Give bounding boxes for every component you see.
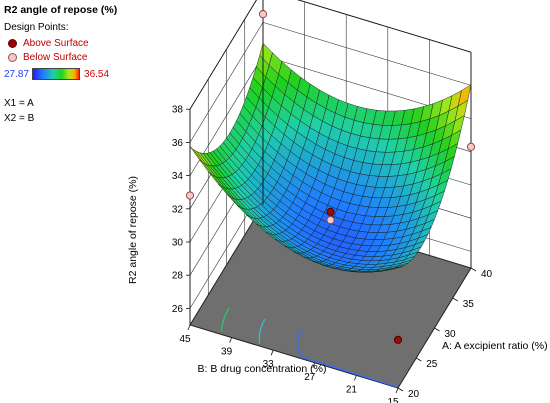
b-tick-mark — [187, 324, 191, 331]
floor-contour-line — [296, 329, 398, 388]
z-tick-label: 28 — [172, 271, 184, 282]
a-tick-label: 40 — [481, 269, 493, 280]
frame-edge — [189, 0, 257, 110]
a-tick-mark — [434, 327, 440, 332]
a-tick-mark — [397, 387, 404, 392]
back-grid-line — [262, 22, 472, 86]
axis-labels: R2 angle of repose (%) A: A excipient rat… — [127, 176, 548, 375]
design-point-above — [326, 207, 335, 216]
b-tick-label: 33 — [263, 359, 275, 370]
z-tick-label: 38 — [172, 105, 184, 116]
b-tick-label: 15 — [387, 397, 399, 403]
color-scale-min: 27.87 — [4, 68, 30, 80]
frame-edge — [297, 0, 472, 53]
response-surface — [189, 42, 472, 273]
b-tick-mark — [229, 337, 232, 343]
surface-cell — [388, 266, 402, 271]
color-scale-bar — [32, 68, 81, 80]
b-tick-label: 39 — [221, 347, 233, 358]
design-point-above — [393, 335, 403, 344]
design-points — [185, 10, 476, 344]
b-tick-label: 45 — [179, 334, 191, 345]
legend-above-surface: Above Surface — [8, 36, 164, 50]
z-tick-label: 34 — [172, 171, 184, 182]
below-surface-marker-icon — [8, 52, 17, 62]
a-tick-label: 30 — [445, 329, 457, 340]
factor-x2: X2 = B — [4, 113, 35, 124]
b-tick-label: 21 — [346, 384, 358, 395]
a-tick-mark — [470, 267, 477, 272]
b-tick-label: 27 — [304, 372, 316, 383]
design-point-below — [466, 142, 476, 151]
z-tick-label: 30 — [172, 238, 184, 249]
z-tick-label: 32 — [172, 204, 184, 215]
below-surface-label: Below Surface — [23, 51, 88, 63]
floor-contour-line — [258, 318, 266, 344]
above-surface-label: Above Surface — [23, 37, 89, 49]
chart-title: R2 angle of repose (%) — [4, 4, 118, 16]
z-tick-label: 36 — [172, 138, 184, 149]
a-tick-label: 25 — [426, 359, 438, 370]
design-point-below — [258, 10, 268, 19]
a-tick-mark — [416, 357, 422, 362]
box-frame — [189, 0, 472, 325]
legend-panel: R2 angle of repose (%) Design Points: Ab… — [4, 4, 164, 124]
b-axis-label: B: B drug concentration (%) — [198, 363, 327, 375]
b-tick-mark — [312, 362, 316, 368]
design-point-below — [185, 191, 195, 200]
design-point-below — [326, 216, 335, 225]
z-tick-label: 26 — [172, 304, 184, 315]
color-scale: 27.87 36.54 — [4, 68, 164, 80]
floor-contours — [220, 308, 398, 388]
a-tick-label: 20 — [408, 389, 420, 400]
factor-x1: X1 = A — [4, 98, 34, 109]
legend-below-surface: Below Surface — [8, 50, 164, 64]
b-tick-mark — [354, 375, 357, 381]
axis-ticks: 26 28 30 32 34 36 38 20 25 30 35 40 15 21 27 33 39 45 — [172, 105, 493, 403]
floor-contour-line — [220, 308, 230, 332]
a-tick-label: 35 — [463, 299, 475, 310]
design-points-title: Design Points: — [4, 22, 69, 33]
z-axis-label: R2 angle of repose (%) — [127, 176, 139, 284]
a-axis-label: A: A excipient ratio (%) — [442, 340, 548, 352]
above-surface-marker-icon — [8, 38, 17, 48]
a-tick-mark — [452, 297, 458, 302]
b-tick-mark — [270, 350, 274, 356]
back-grid-line — [297, 0, 472, 53]
b-tick-mark — [395, 387, 399, 394]
color-scale-max: 36.54 — [84, 68, 110, 80]
